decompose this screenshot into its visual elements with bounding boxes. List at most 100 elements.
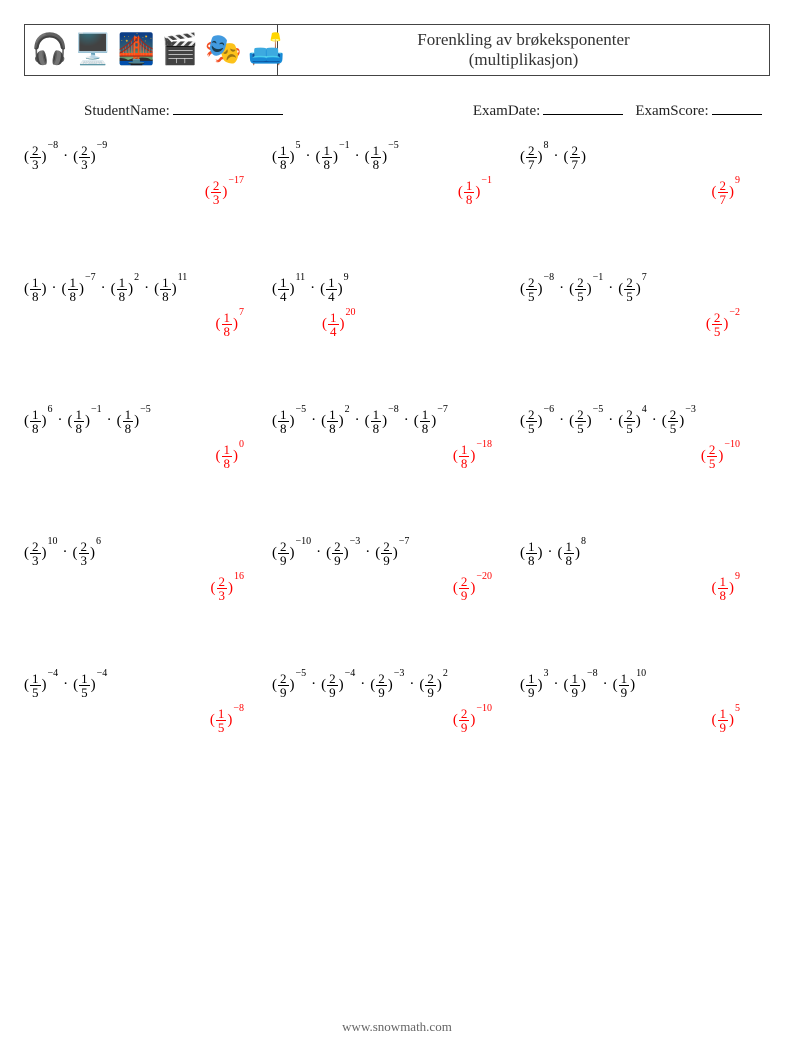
- fraction: 25: [575, 276, 586, 303]
- multiplication-dot: ·: [652, 413, 657, 428]
- exam-score-label: ExamScore:: [635, 103, 708, 120]
- header-decorative-icon: 🎧: [31, 35, 68, 65]
- fraction: 18: [222, 311, 233, 338]
- numerator: 1: [464, 179, 475, 192]
- denominator: 5: [624, 421, 635, 435]
- denominator: 5: [216, 720, 227, 734]
- numerator: 1: [74, 408, 85, 421]
- answer-expression: (15)−8: [24, 707, 260, 734]
- answer-expression: (19)5: [520, 707, 756, 734]
- problem-term: (19)−8: [564, 672, 598, 699]
- exponent: −5: [296, 405, 307, 415]
- exponent: −8: [544, 273, 555, 283]
- fraction: 18: [123, 408, 134, 435]
- student-name-label: StudentName:: [84, 103, 170, 120]
- denominator: 9: [278, 553, 289, 567]
- numerator: 1: [718, 575, 729, 588]
- problem-cell: (29)−5·(29)−4·(29)−3·(29)2(29)−10: [272, 672, 520, 734]
- exponent: −5: [388, 141, 399, 151]
- multiplication-dot: ·: [311, 413, 316, 428]
- problem-term: (23)6: [73, 540, 102, 567]
- multiplication-dot: ·: [58, 413, 63, 428]
- numerator: 2: [376, 672, 387, 685]
- student-name-blank[interactable]: [173, 102, 283, 115]
- problem-term: (18)−8: [365, 408, 399, 435]
- problem-term: (18)−1: [316, 144, 350, 171]
- denominator: 9: [526, 685, 537, 699]
- numerator: 2: [30, 540, 41, 553]
- answer-expression: (25)−2: [520, 311, 756, 338]
- multiplication-dot: ·: [310, 281, 315, 296]
- numerator: 2: [526, 276, 537, 289]
- exponent: 2: [345, 405, 350, 415]
- exponent: −10: [476, 703, 492, 714]
- problem-cell: (18)6·(18)−1·(18)−5(18)0: [24, 408, 272, 470]
- denominator: 9: [332, 553, 343, 567]
- answer-expression: (18)−18: [272, 443, 508, 470]
- fraction: 18: [371, 144, 382, 171]
- fraction: 29: [376, 672, 387, 699]
- multiplication-dot: ·: [548, 545, 553, 560]
- header-icons: 🎧🖥️🌉🎬🎭🛋️: [25, 25, 278, 75]
- fraction: 18: [564, 540, 575, 567]
- exam-date-blank[interactable]: [543, 102, 623, 115]
- answer-term: (15)−8: [210, 707, 244, 734]
- denominator: 4: [326, 289, 337, 303]
- answer-term: (25)−2: [706, 311, 740, 338]
- problem-expression: (14)11·(14)9: [272, 276, 508, 303]
- denominator: 8: [222, 456, 233, 470]
- fraction: 23: [79, 144, 90, 171]
- exam-score-blank[interactable]: [712, 102, 762, 115]
- denominator: 7: [718, 192, 729, 206]
- problem-term: (29)−3: [326, 540, 360, 567]
- fraction: 27: [526, 144, 537, 171]
- denominator: 9: [278, 685, 289, 699]
- problem-cell: (18)5·(18)−1·(18)−5(18)−1: [272, 144, 520, 206]
- problem-term: (18): [520, 540, 543, 567]
- problem-term: (15)−4: [24, 672, 58, 699]
- multiplication-dot: ·: [603, 677, 608, 692]
- exponent: −7: [85, 273, 96, 283]
- answer-expression: (18)−1: [272, 179, 508, 206]
- denominator: 4: [328, 324, 339, 338]
- fraction: 18: [526, 540, 537, 567]
- exponent: 2: [443, 669, 448, 679]
- problem-cell: (19)3·(19)−8·(19)10(19)5: [520, 672, 768, 734]
- multiplication-dot: ·: [608, 281, 613, 296]
- fraction: 18: [718, 575, 729, 602]
- fraction: 19: [718, 707, 729, 734]
- fraction: 18: [30, 408, 41, 435]
- exponent: 3: [544, 669, 549, 679]
- answer-term: (25)−10: [701, 443, 740, 470]
- denominator: 5: [526, 421, 537, 435]
- denominator: 9: [381, 553, 392, 567]
- numerator: 1: [371, 144, 382, 157]
- fraction: 29: [459, 707, 470, 734]
- exponent: −4: [345, 669, 356, 679]
- problem-term: (29)−10: [272, 540, 311, 567]
- numerator: 2: [332, 540, 343, 553]
- exponent: 5: [735, 703, 740, 714]
- problem-cell: (14)11·(14)9(14)20: [272, 276, 520, 338]
- exponent: 9: [344, 273, 349, 283]
- problem-expression: (18)·(18)−7·(18)2·(18)11: [24, 276, 260, 303]
- numerator: 2: [459, 707, 470, 720]
- multiplication-dot: ·: [355, 413, 360, 428]
- answer-term: (27)9: [712, 179, 741, 206]
- fraction: 23: [30, 144, 41, 171]
- fraction: 29: [278, 540, 289, 567]
- denominator: 9: [327, 685, 338, 699]
- multiplication-dot: ·: [144, 281, 149, 296]
- answer-term: (18)9: [712, 575, 741, 602]
- multiplication-dot: ·: [409, 677, 414, 692]
- numerator: 1: [222, 311, 233, 324]
- numerator: 1: [222, 443, 233, 456]
- problem-term: (25)4: [618, 408, 647, 435]
- exponent: 8: [544, 141, 549, 151]
- exponent: −4: [48, 669, 59, 679]
- numerator: 2: [30, 144, 41, 157]
- multiplication-dot: ·: [63, 677, 68, 692]
- denominator: 9: [376, 685, 387, 699]
- fraction: 23: [30, 540, 41, 567]
- problem-term: (18)6: [24, 408, 53, 435]
